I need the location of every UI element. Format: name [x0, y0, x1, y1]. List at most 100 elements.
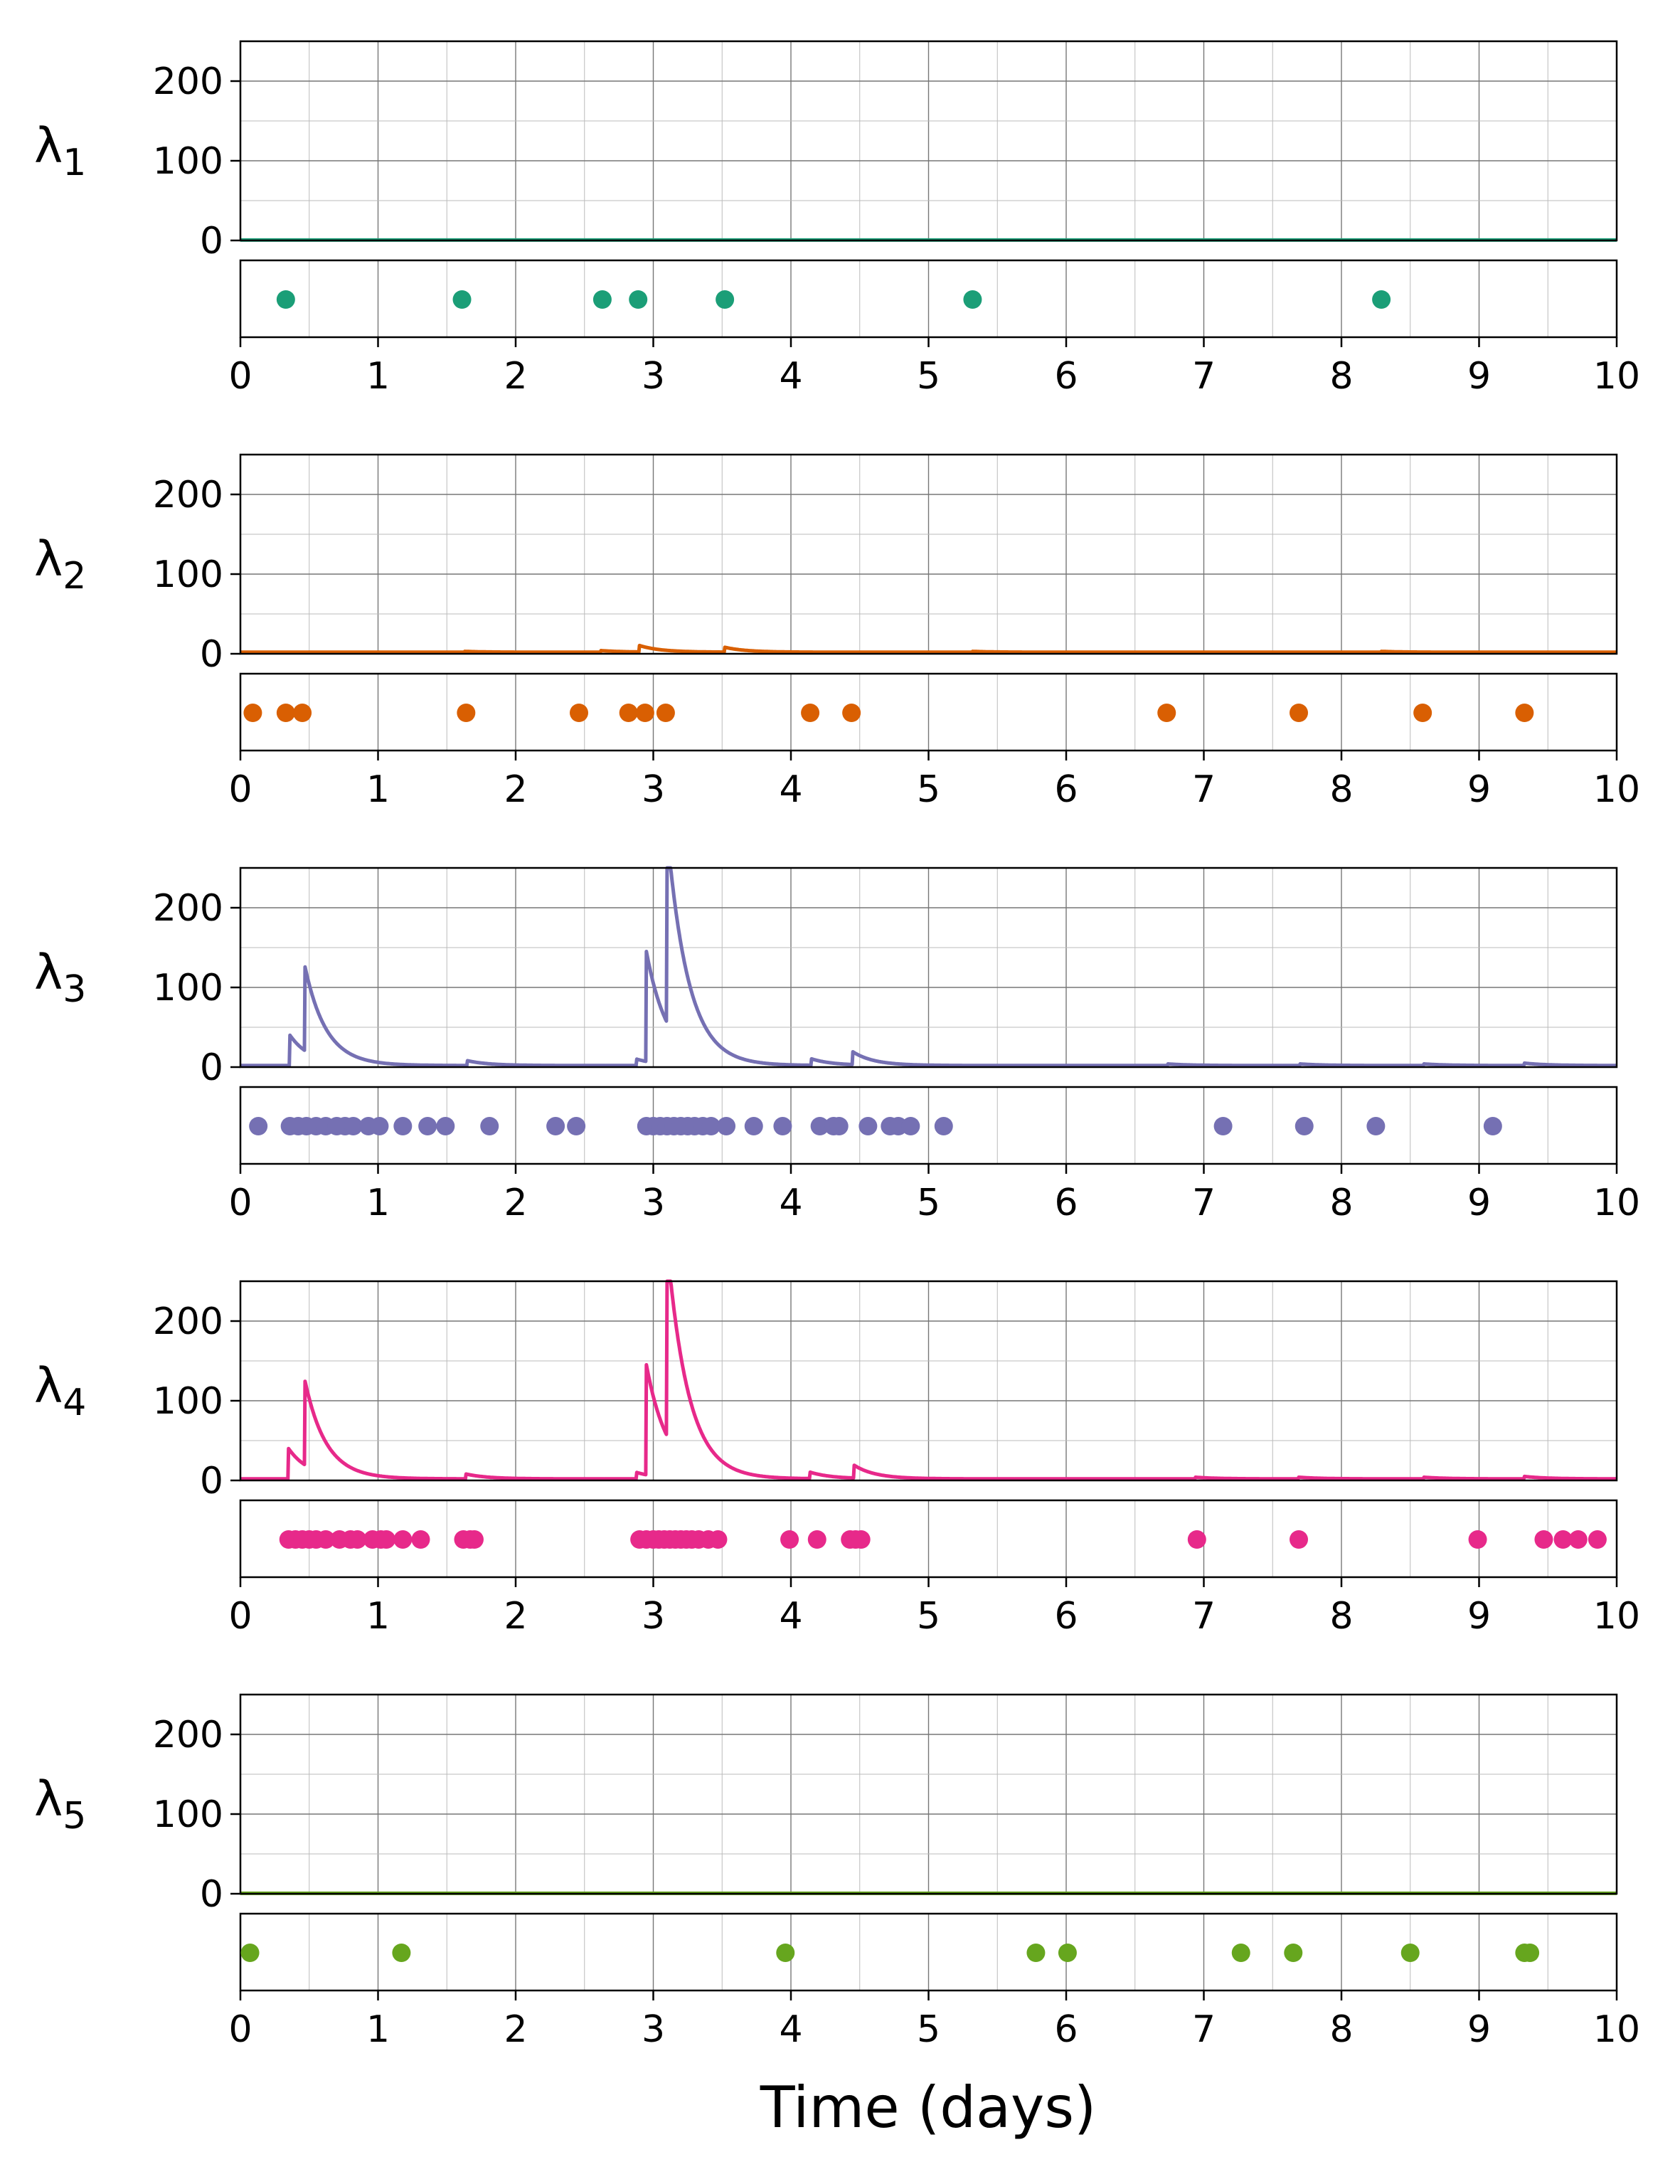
x-tick-label: 0 — [228, 768, 252, 811]
x-tick-label: 5 — [917, 355, 940, 398]
event-point — [842, 704, 861, 722]
event-point — [807, 1530, 826, 1549]
panel-ylabel-3: λ3 — [34, 945, 86, 1011]
event-point — [829, 1117, 849, 1135]
intensity-line-2 — [239, 643, 1618, 654]
event-point — [708, 1530, 728, 1549]
event-point — [780, 1530, 799, 1549]
y-tick-label: 100 — [153, 967, 223, 1009]
x-tick-label: 7 — [1192, 1182, 1216, 1224]
event-point — [635, 704, 654, 722]
y-tick-label: 0 — [200, 633, 223, 676]
event-point — [1588, 1530, 1607, 1549]
ylabel-symbol: λ — [34, 118, 63, 174]
event-point — [1534, 1530, 1553, 1549]
x-tick-label: 5 — [917, 768, 940, 811]
event-point — [457, 704, 476, 722]
event-point — [717, 1117, 736, 1135]
x-tick-label: 6 — [1054, 1182, 1078, 1224]
x-tick-label: 2 — [504, 2008, 527, 2051]
x-tick-label: 4 — [779, 1182, 802, 1224]
y-tick-label: 0 — [200, 1046, 223, 1089]
x-tick-label: 5 — [917, 2008, 940, 2051]
event-point — [240, 1944, 260, 1962]
panel-ylabel-1: λ1 — [34, 118, 86, 184]
x-tick-label: 10 — [1593, 768, 1640, 811]
x-tick-label: 7 — [1192, 768, 1216, 811]
x-tick-label: 2 — [504, 1595, 527, 1638]
x-tick-label: 10 — [1593, 1595, 1640, 1638]
intensity-axes-frame — [239, 866, 1618, 1069]
event-point — [1058, 1944, 1077, 1962]
x-tick-label: 10 — [1593, 2008, 1640, 2051]
event-point — [293, 704, 312, 722]
y-tick-label: 200 — [153, 474, 223, 516]
panel-ylabel-5: λ5 — [34, 1771, 86, 1838]
event-point — [1294, 1117, 1314, 1135]
ylabel-symbol: λ — [34, 1358, 63, 1414]
intensity-axes-frame — [239, 40, 1618, 242]
x-tick-label: 4 — [779, 1595, 802, 1638]
event-point — [1213, 1117, 1233, 1135]
event-point — [1521, 1944, 1540, 1962]
event-point — [393, 1530, 413, 1549]
event-point — [1366, 1117, 1386, 1135]
x-tick-label: 2 — [504, 768, 527, 811]
event-point — [276, 704, 295, 722]
x-tick-label: 8 — [1329, 355, 1353, 398]
x-tick-label: 6 — [1054, 2008, 1078, 2051]
intensity-line-3 — [239, 866, 1618, 1068]
y-tick-label: 200 — [153, 60, 223, 103]
event-point — [243, 704, 262, 722]
ylabel-subscript: 5 — [63, 1795, 86, 1838]
x-tick-label: 7 — [1192, 355, 1216, 398]
event-point — [249, 1117, 268, 1135]
event-point — [1483, 1117, 1502, 1135]
event-point — [1515, 704, 1534, 722]
event-point — [1187, 1530, 1206, 1549]
x-tick-label: 10 — [1593, 355, 1640, 398]
ylabel-subscript: 4 — [63, 1382, 86, 1424]
x-tick-label: 1 — [366, 2008, 390, 2051]
intensity-axes-frame — [239, 1280, 1618, 1482]
y-tick-label: 0 — [200, 1460, 223, 1502]
ylabel-symbol: λ — [34, 1771, 63, 1828]
event-point — [619, 704, 638, 722]
event-point — [851, 1530, 871, 1549]
y-tick-label: 200 — [153, 1300, 223, 1343]
event-point — [567, 1117, 586, 1135]
event-point — [393, 1117, 413, 1135]
event-point — [452, 290, 472, 309]
x-tick-label: 1 — [366, 1182, 390, 1224]
x-tick-label: 5 — [917, 1182, 940, 1224]
x-tick-label: 4 — [779, 768, 802, 811]
x-tick-label: 0 — [228, 1595, 252, 1638]
event-point — [1468, 1530, 1487, 1549]
event-point — [656, 704, 675, 722]
x-tick-label: 9 — [1467, 355, 1491, 398]
y-tick-label: 100 — [153, 1793, 223, 1836]
x-tick-label: 0 — [228, 355, 252, 398]
ylabel-symbol: λ — [34, 945, 63, 1001]
y-tick-label: 200 — [153, 1714, 223, 1756]
x-tick-label: 3 — [642, 2008, 665, 2051]
event-point — [1553, 1530, 1573, 1549]
event-point — [546, 1117, 565, 1135]
event-point — [464, 1530, 484, 1549]
panel-ylabel-2: λ2 — [34, 531, 86, 598]
x-tick-label: 9 — [1467, 768, 1491, 811]
x-tick-label: 4 — [779, 2008, 802, 2051]
x-tick-label: 6 — [1054, 355, 1078, 398]
event-point — [348, 1530, 367, 1549]
ylabel-subscript: 2 — [63, 555, 86, 598]
event-point — [316, 1530, 335, 1549]
intensity-axes-frame — [239, 1693, 1618, 1895]
x-tick-label: 9 — [1467, 1595, 1491, 1638]
intensity-line-4 — [239, 1279, 1618, 1481]
